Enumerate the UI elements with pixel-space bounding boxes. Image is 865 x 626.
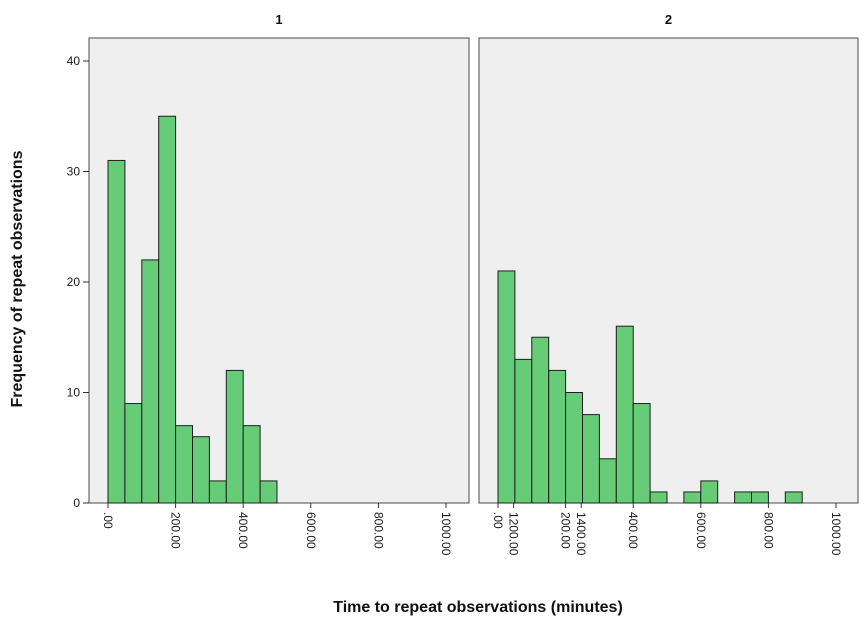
panel-title: 1 (275, 12, 282, 27)
histogram-bar (107, 159, 126, 504)
x-tick-label: 400.00 (626, 512, 640, 549)
x-tick-label: 1200.00 (507, 512, 521, 556)
x-tick-label: 200.00 (559, 512, 573, 549)
histogram-bar (649, 491, 668, 504)
histogram-bar (751, 491, 769, 504)
x-tick-label: 1400.00 (574, 512, 588, 556)
histogram-bar (242, 425, 261, 504)
x-tick-label: .00 (491, 512, 505, 529)
x-tick-label: 800.00 (371, 512, 385, 549)
x-tick-label: 400.00 (236, 512, 250, 549)
histogram-bar (598, 458, 617, 504)
histogram-bar (582, 414, 600, 504)
y-tick-label: 10 (67, 386, 81, 400)
histogram-bar (683, 491, 702, 504)
histogram-bar (124, 403, 143, 504)
histogram-bar (565, 392, 583, 504)
histogram-bar (734, 491, 752, 504)
x-tick-label: 800.00 (761, 512, 775, 549)
x-tick-label: 200.00 (169, 512, 183, 549)
y-tick-label: 30 (67, 165, 81, 179)
histogram-bar (531, 336, 550, 504)
x-tick-label: 1000.00 (439, 512, 453, 556)
panel-2: 2 .00 200.00 400.00 600.00 800.00 1000.00 1200.… (478, 12, 859, 556)
histogram-bar (259, 480, 278, 504)
histogram-bar (192, 436, 210, 504)
histogram-bar (784, 491, 803, 504)
histogram-bar (497, 270, 516, 504)
y-tick-label: 0 (73, 496, 80, 510)
histogram-bar (632, 403, 651, 504)
histogram-bar (615, 325, 634, 504)
histogram-bar (175, 425, 194, 504)
panel-title: 2 (665, 12, 672, 27)
x-tick-label: .00 (101, 512, 115, 529)
chart-panels: 1.00 200.00 400.00 600.00 800.00 1000.00 1200.… (67, 12, 859, 556)
x-tick-label: 600.00 (694, 512, 708, 549)
x-tick-label: 600.00 (304, 512, 318, 549)
x-axis-title: Time to repeat observations (minutes) (333, 599, 623, 616)
histogram-bar (141, 259, 160, 504)
x-tick-label: 1000.00 (829, 512, 843, 556)
histogram-bar (700, 480, 719, 504)
histogram-bar (158, 115, 177, 504)
histogram-bar (225, 369, 244, 504)
y-axis-title: Frequency of repeat observations (9, 150, 26, 407)
panel-1: 1 .00 200.00 400.00 600.00 800.00 1000.00 1200.… (88, 12, 588, 556)
histogram-bar (514, 358, 533, 504)
y-tick-label: 40 (67, 54, 81, 68)
y-tick-label: 20 (67, 275, 81, 289)
histogram-bar (208, 480, 227, 504)
histogram-bar (548, 369, 567, 504)
